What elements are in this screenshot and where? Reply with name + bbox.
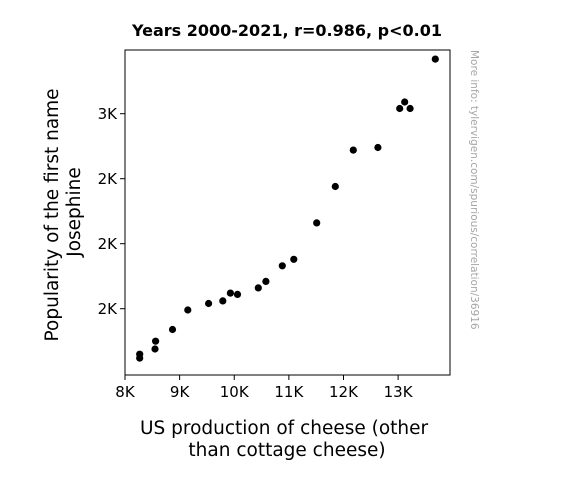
data-point-21 — [406, 104, 414, 113]
data-point-17 — [349, 146, 357, 154]
plot-area — [124, 49, 451, 376]
data-points — [136, 55, 439, 362]
data-point-8 — [219, 297, 227, 305]
y-tick-label-4: 3K — [98, 105, 119, 123]
data-point-18 — [374, 143, 382, 152]
x-tick-label-3: 10K — [220, 383, 250, 401]
data-point-11 — [254, 284, 262, 292]
data-point-2 — [136, 354, 144, 362]
data-point-7 — [205, 299, 213, 308]
x-tick-label-2: 9K — [170, 383, 191, 401]
data-point-9 — [226, 289, 234, 297]
source-note: More info: tylervigen.com/spurious/corre… — [468, 50, 480, 330]
data-point-16 — [331, 182, 339, 191]
y-axis-ticks: 2K 2K 2K 3K — [98, 105, 125, 318]
data-point-14 — [290, 255, 298, 263]
y-axis-label-line-2: Josephine — [64, 167, 85, 258]
x-tick-label-1: 8K — [115, 383, 136, 401]
data-point-10 — [233, 290, 242, 298]
data-point-6 — [184, 306, 192, 314]
data-point-13 — [278, 262, 286, 270]
data-point-5 — [168, 325, 177, 334]
data-point-15 — [313, 219, 321, 227]
x-tick-label-5: 12K — [329, 383, 359, 401]
data-point-3 — [151, 345, 159, 353]
chart-title: Years 2000-2021, r=0.986, p<0.01 — [131, 21, 442, 40]
data-point-19 — [396, 104, 404, 113]
data-point-22 — [431, 55, 439, 63]
data-point-12 — [262, 277, 270, 285]
y-axis-label-line-1: Popularity of the first name — [42, 88, 63, 341]
x-axis-label-line-2: than cottage cheese) — [188, 440, 385, 461]
y-tick-label-2: 2K — [98, 235, 119, 253]
x-axis-ticks: 8K 9K 10K 11K 12K 13K — [115, 375, 414, 401]
x-tick-label-4: 11K — [274, 383, 304, 401]
data-point-20 — [401, 98, 409, 106]
x-tick-label-6: 13K — [384, 383, 414, 401]
x-axis-label-line-1: US production of cheese (other — [140, 418, 429, 439]
x-axis-label: US production of cheese (other than cott… — [140, 418, 434, 461]
y-tick-label-3: 2K — [98, 170, 119, 188]
y-axis-label: Popularity of the first name Josephine — [42, 83, 85, 342]
plot-frame — [124, 49, 451, 376]
y-tick-label-1: 2K — [98, 300, 119, 318]
data-point-4 — [152, 337, 160, 345]
